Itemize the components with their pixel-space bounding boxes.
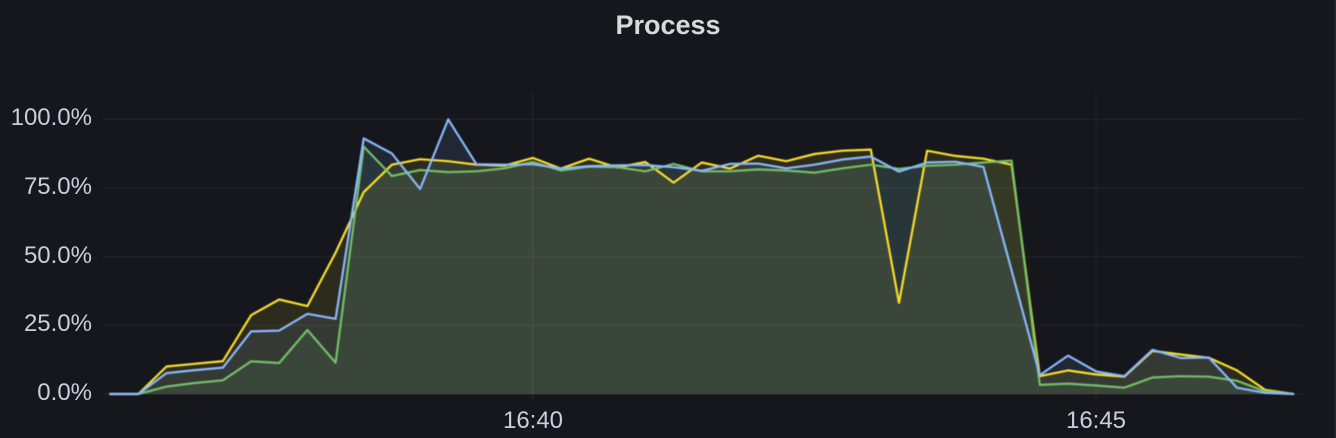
series-line-yellow (109, 148, 1295, 396)
x-axis-label-1640: 16:40 (502, 407, 564, 434)
y-axis-label-0: 0.0% (37, 378, 92, 406)
x-axis-label-1645: 16:45 (1065, 407, 1127, 434)
series-fill-green (110, 146, 1294, 394)
series-fill-yellow (110, 149, 1294, 394)
series-line-blue (109, 118, 1295, 396)
y-axis-label-75: 75.0% (23, 172, 92, 200)
y-axis-label-25: 25.0% (23, 310, 92, 337)
series-fill-blue (110, 119, 1294, 395)
panel-title: Process (615, 10, 721, 40)
y-axis-label-50: 50.0% (23, 241, 92, 269)
y-axis-label-100: 100.0% (10, 103, 92, 131)
panel-right-border (1334, 0, 1336, 438)
